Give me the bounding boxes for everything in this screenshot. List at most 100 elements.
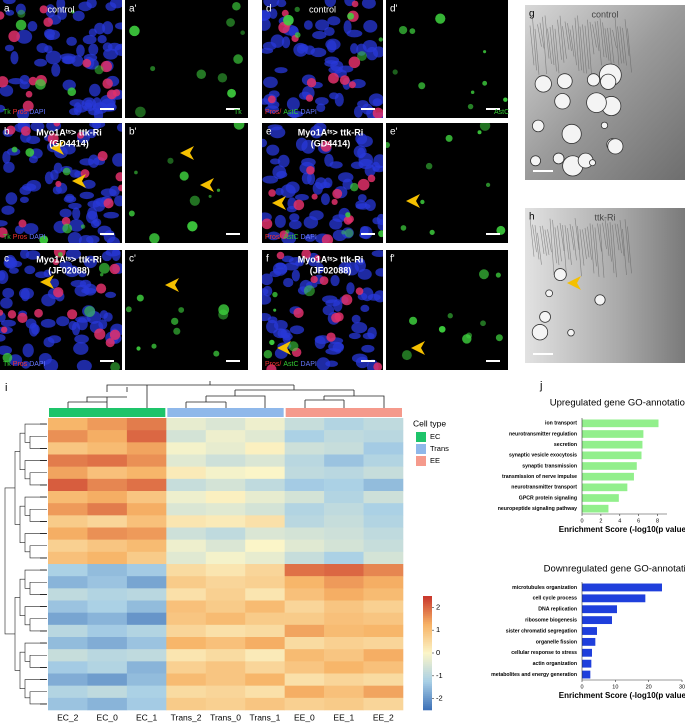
heatmap-cell: [87, 673, 128, 686]
nucleus: [322, 305, 335, 316]
heatmap-cell: [245, 454, 285, 467]
green-signal: [149, 233, 160, 243]
panel-title: ttk-Ri: [595, 212, 616, 222]
heatmap-cell: [245, 466, 285, 480]
colorbar-step: [423, 646, 432, 649]
bar: [582, 605, 617, 614]
microvilli: [532, 224, 537, 253]
colorbar-step: [423, 660, 432, 663]
heatmap-cell: [245, 685, 285, 699]
microvilli: [619, 220, 625, 256]
vesicle: [600, 121, 609, 129]
nucleus: [79, 158, 95, 166]
panel-title: (GD4414): [49, 138, 89, 148]
heatmap-cell: [166, 673, 207, 686]
microvilli: [559, 15, 565, 63]
heatmap-cell: [87, 588, 128, 601]
heatmap-cell: [284, 551, 325, 565]
microvilli: [584, 227, 590, 258]
y-tick-label: neurotransmitter regulation: [509, 431, 577, 437]
x-tick-label: 0: [580, 684, 583, 690]
row-dendrogram: [24, 460, 46, 480]
nucleus: [16, 29, 33, 44]
row-dendrogram: [29, 508, 46, 522]
nucleus: [357, 147, 366, 159]
colorbar-step: [423, 656, 432, 659]
nucleus: [50, 169, 59, 181]
heatmap-cell: [166, 466, 207, 480]
nucleus: [0, 334, 6, 342]
y-tick-label: GPCR protein signaling: [519, 495, 577, 501]
pros-cell: [100, 60, 113, 73]
panel-title: Myo1Aᵗˢ> ttk-Ri: [298, 254, 364, 264]
green-signal: [125, 306, 132, 313]
green-signal: [480, 320, 486, 327]
heatmap-cell: [205, 539, 246, 553]
pros-cell: [293, 199, 305, 211]
y-tick-label: cell cycle process: [533, 596, 578, 602]
microvilli: [604, 28, 610, 61]
vesicle: [531, 119, 545, 133]
pros-cell: [0, 309, 4, 316]
heatmap-cell: [245, 515, 285, 528]
heatmap-cell: [205, 673, 246, 686]
image-background: [125, 250, 248, 370]
vesicle: [530, 155, 541, 167]
heatmap-cell: [284, 649, 325, 662]
heatmap-cell: [166, 588, 207, 601]
nucleus: [316, 103, 326, 112]
heatmap-cell: [245, 491, 285, 504]
heatmap-cell: [87, 515, 128, 528]
bar: [582, 627, 597, 635]
pros-cell: [355, 287, 364, 296]
panel-title: control: [47, 4, 74, 14]
nucleus: [101, 251, 113, 262]
microvilli: [549, 218, 555, 276]
nucleus: [36, 43, 49, 54]
nucleus: [327, 16, 341, 26]
nucleus: [266, 144, 280, 156]
colorbar-step: [423, 652, 432, 655]
x-tick-label: 10: [612, 684, 618, 690]
nucleus: [289, 325, 305, 335]
colorbar-step: [423, 658, 432, 661]
nucleus: [262, 18, 271, 31]
heatmap-cell: [245, 418, 285, 431]
green-signal: [409, 316, 418, 325]
bar: [582, 637, 596, 646]
nucleus: [45, 50, 62, 65]
nucleus: [3, 161, 15, 173]
green-signal: [283, 14, 294, 26]
stain-label: AstC: [283, 361, 298, 368]
nucleus: [309, 210, 324, 221]
heatmap-cell: [166, 430, 207, 443]
row-dendrogram: [19, 578, 25, 617]
nucleus: [0, 104, 6, 113]
colorbar-step: [423, 696, 432, 699]
panel-title: Myo1Aᵗˢ> ttk-Ri: [298, 127, 364, 137]
pros-cell: [115, 172, 122, 182]
nucleus: [361, 0, 376, 9]
nucleus: [286, 97, 300, 111]
heatmap-cell: [245, 564, 285, 577]
heatmap-cell: [205, 697, 246, 711]
nucleus: [295, 137, 308, 151]
image-panel: d control Pros/AstC DAPI: [262, 0, 383, 118]
heatmap-cell: [245, 442, 285, 455]
heatmap-cell: [205, 430, 246, 443]
nucleus: [326, 40, 337, 53]
heatmap-cell: [87, 600, 128, 613]
image-content: [262, 0, 383, 118]
pros-cell: [47, 133, 59, 145]
nucleus: [57, 9, 67, 20]
em-background: [525, 5, 685, 180]
nucleus: [56, 0, 66, 11]
green-signal: [418, 82, 426, 90]
colorbar-step: [423, 598, 432, 601]
stain-label: Pros: [13, 361, 28, 368]
panel-letter: h: [529, 212, 535, 223]
heatmap-cell: [324, 466, 364, 480]
y-tick-label: organelle fission: [536, 639, 577, 645]
legend-swatch: [416, 432, 426, 442]
arrowhead: [411, 341, 425, 355]
